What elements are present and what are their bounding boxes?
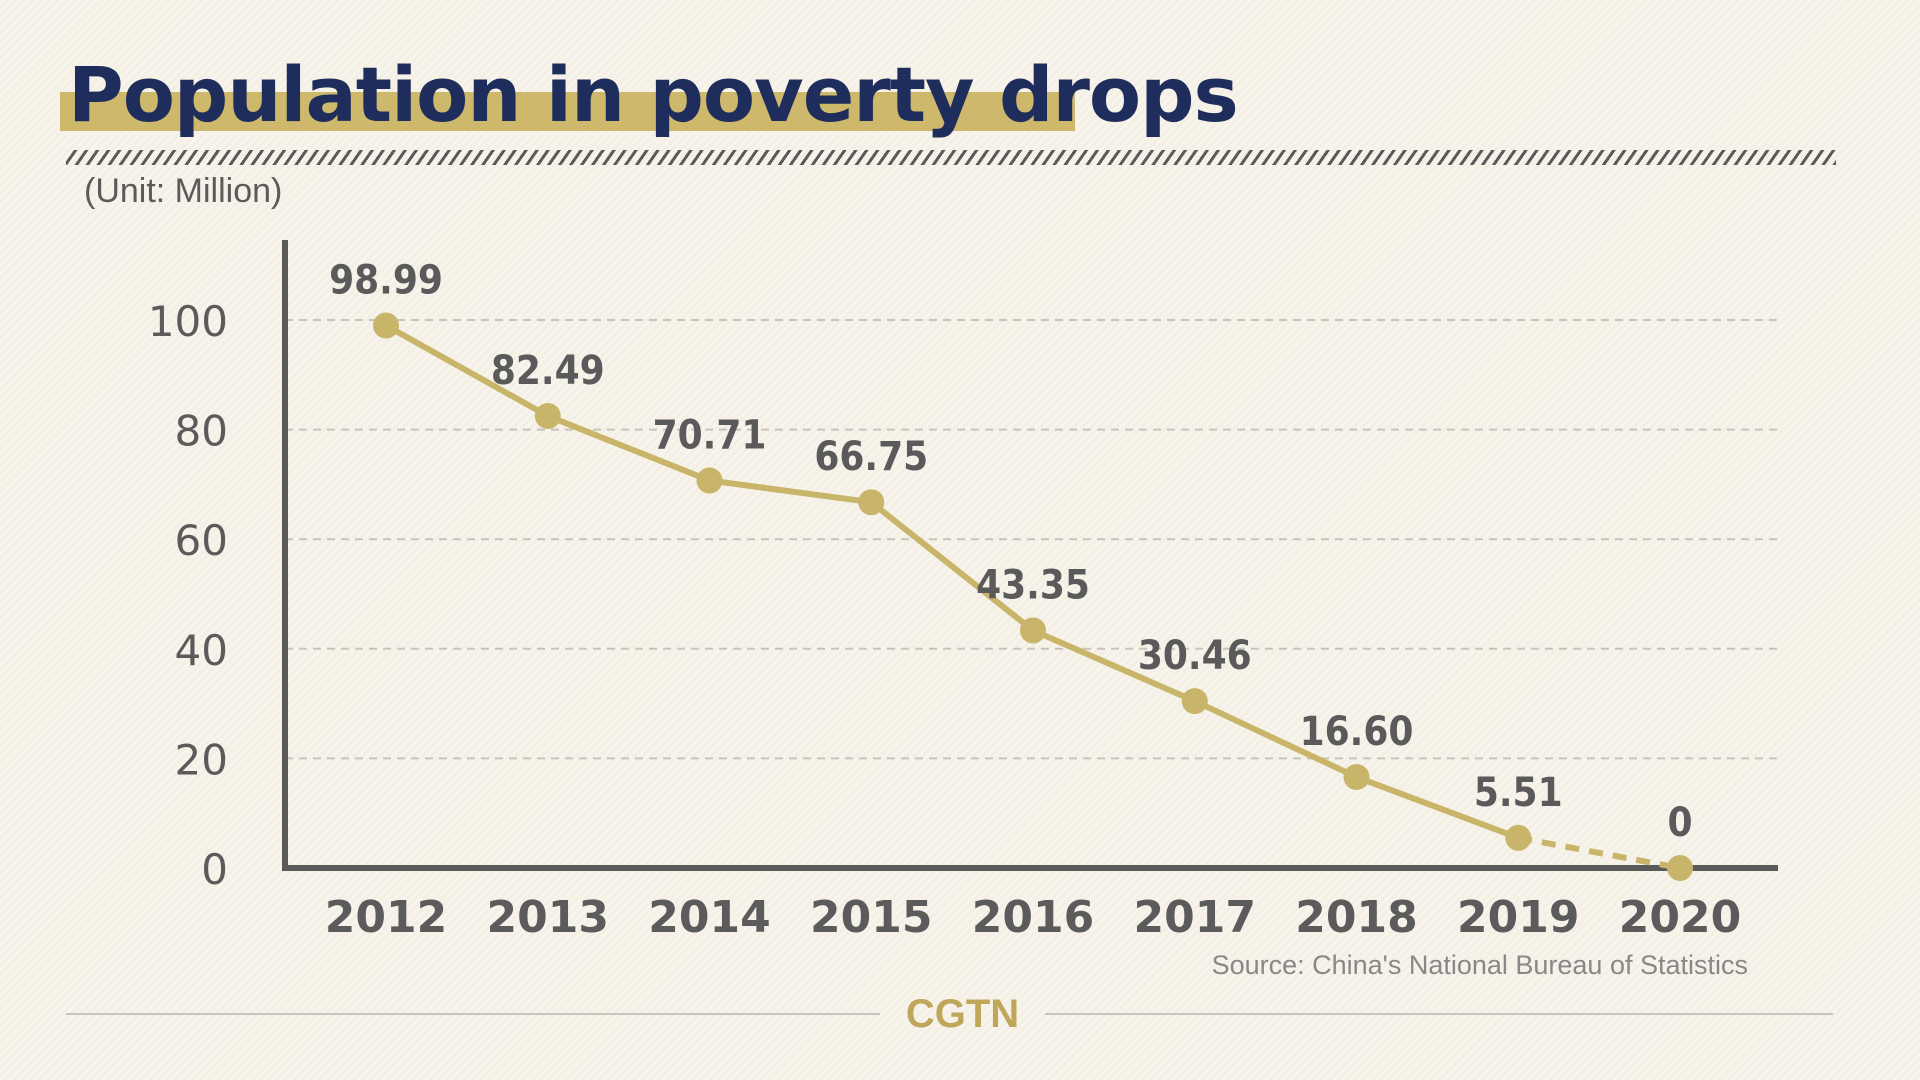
hatched-divider — [66, 150, 1836, 165]
x-tick-label: 2014 — [648, 892, 770, 943]
x-tick-label: 2013 — [487, 892, 609, 943]
data-label: 30.46 — [1138, 633, 1252, 679]
title-highlight-bar — [60, 92, 1075, 131]
x-tick-label: 2017 — [1134, 892, 1256, 943]
x-tick-label: 2015 — [810, 892, 932, 943]
footer-divider-left — [66, 1013, 880, 1015]
y-tick-label: 60 — [175, 516, 228, 565]
series-line-dashed — [1517, 834, 1681, 871]
data-point — [1181, 688, 1208, 715]
data-label: 43.35 — [976, 562, 1090, 608]
x-tick-label: 2020 — [1619, 892, 1741, 943]
y-tick-label: 80 — [175, 407, 228, 456]
data-label: 5.51 — [1474, 770, 1563, 816]
x-tick-label: 2012 — [325, 892, 447, 943]
data-point — [1505, 824, 1532, 851]
data-label: 16.60 — [1300, 709, 1414, 755]
brand-logo: CGTN — [905, 992, 1020, 1036]
data-label: 70.71 — [653, 413, 767, 459]
y-tick-label: 40 — [175, 626, 228, 675]
x-tick-label: 2018 — [1295, 892, 1417, 943]
y-tick-label: 100 — [148, 297, 228, 346]
data-point — [858, 489, 885, 516]
y-tick-label: 20 — [175, 735, 228, 784]
data-point — [373, 312, 399, 339]
data-label: 66.75 — [814, 434, 928, 480]
unit-label: (Unit: Million) — [84, 172, 283, 210]
data-point — [1020, 617, 1046, 644]
chart-title: Population in poverty drops — [68, 50, 1239, 139]
y-tick-label: 0 — [201, 845, 228, 894]
title-block: Population in poverty drops — [60, 50, 1239, 140]
data-point — [534, 402, 561, 429]
x-tick-label: 2019 — [1457, 892, 1579, 943]
data-point — [1343, 764, 1370, 791]
footer-divider-right — [1045, 1013, 1833, 1015]
data-label: 98.99 — [329, 258, 443, 304]
x-tick-label: 2016 — [972, 892, 1094, 943]
data-point — [696, 467, 723, 494]
data-label: 0 — [1667, 800, 1692, 846]
series-line — [383, 322, 1522, 841]
data-label: 82.49 — [491, 348, 605, 394]
data-point — [1667, 855, 1693, 881]
source-note: Source: China's National Bureau of Stati… — [1211, 950, 1748, 980]
